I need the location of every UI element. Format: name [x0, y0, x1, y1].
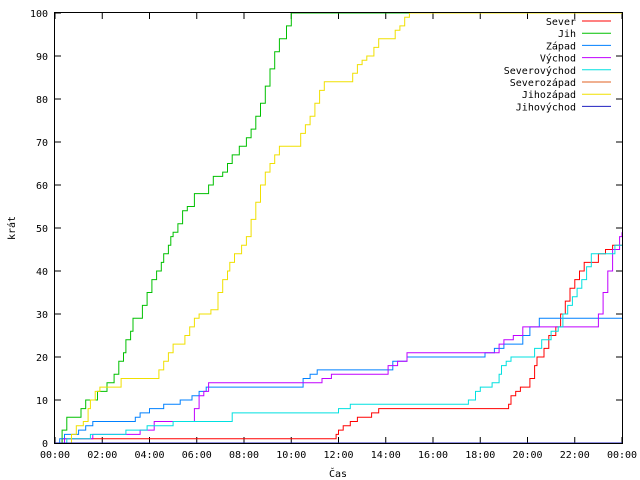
- legend-label: Západ: [546, 40, 576, 52]
- legend-label: Jihozápad: [522, 89, 576, 101]
- legend-label: Jih: [558, 29, 576, 40]
- legend-label: Severozápad: [510, 77, 576, 89]
- y-tick-label: 30: [36, 310, 48, 321]
- y-tick-label: 0: [42, 439, 48, 450]
- y-tick-label: 80: [36, 95, 48, 106]
- x-tick-label: 00:00: [40, 450, 70, 461]
- legend-label: Severovýchod: [504, 65, 576, 77]
- x-tick-label: 04:00: [134, 450, 164, 461]
- legend-label: Jihovýchod: [516, 101, 576, 113]
- series-line-Jih: [55, 12, 622, 444]
- x-tick-label: 06:00: [182, 450, 212, 461]
- series-line-Jihozápad: [55, 12, 622, 444]
- y-axis-label: krát: [6, 216, 18, 240]
- y-tick-label: 10: [36, 396, 48, 407]
- plot-frame: [54, 12, 623, 444]
- y-tick-label: 20: [36, 353, 48, 364]
- y-tick-label: 70: [36, 138, 48, 149]
- x-tick-label: 16:00: [418, 450, 448, 461]
- x-tick-label: 20:00: [512, 450, 542, 461]
- x-tick-label: 00:00: [607, 450, 637, 461]
- x-tick-label: 14:00: [371, 450, 401, 461]
- x-tick-label: 02:00: [87, 450, 117, 461]
- series-line-Severovýchod: [55, 244, 622, 444]
- legend-label: Sever: [546, 17, 576, 28]
- legend: SeverJihZápadVýchodSeverovýchodSeverozáp…: [504, 17, 611, 113]
- x-tick-label: 18:00: [465, 450, 495, 461]
- y-tick-label: 50: [36, 224, 48, 235]
- y-tick-label: 100: [30, 9, 48, 20]
- series-line-Východ: [55, 232, 623, 444]
- y-tick-label: 90: [36, 52, 48, 63]
- x-tick-label: 12:00: [323, 450, 353, 461]
- x-tick-label: 08:00: [229, 450, 259, 461]
- x-tick-label: 10:00: [276, 450, 306, 461]
- x-tick-label: 22:00: [560, 450, 590, 461]
- ticks-layer: 0 10 20 30 40 50 60 70 80 90 100 00:00 02:00 04:00 06:…: [30, 9, 637, 461]
- x-axis-label: Čas: [329, 467, 347, 480]
- series-line-Sever: [55, 244, 622, 444]
- y-tick-label: 40: [36, 267, 48, 278]
- y-tick-label: 60: [36, 181, 48, 192]
- legend-label: Východ: [540, 53, 576, 65]
